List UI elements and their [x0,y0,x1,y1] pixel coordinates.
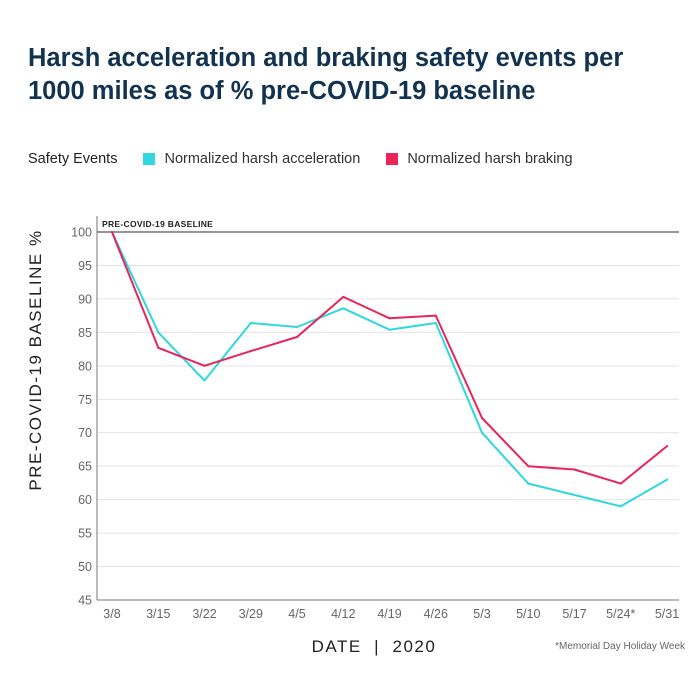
y-tick-45: 45 [78,594,92,608]
legend-item-braking: Normalized harsh braking [386,151,573,167]
x-tick-9: 5/3 [473,607,490,621]
x-axis-title: DATE | 2020 [312,637,437,656]
data-point-braking-11 [573,468,576,471]
data-point-acceleration-9 [481,431,483,434]
data-point-acceleration-13 [666,478,668,481]
y-tick-90: 90 [78,292,92,306]
legend-label-acceleration: Normalized harsh acceleration [164,151,361,167]
series-line-braking [111,231,668,485]
x-tick-10: 5/10 [516,607,540,621]
data-point-acceleration-7 [388,328,391,331]
y-tick-80: 80 [78,359,92,373]
y-tick-50: 50 [78,560,92,574]
x-tick-2: 3/15 [146,607,170,621]
data-point-braking-4 [249,350,252,353]
data-point-braking-2 [157,346,160,349]
data-point-braking-12 [619,482,622,485]
x-tick-12: 5/24* [606,607,635,621]
y-tick-95: 95 [78,259,92,273]
legend-title: Safety Events [28,151,118,167]
y-tick-75: 75 [78,393,92,407]
y-tick-55: 55 [78,527,92,541]
data-point-braking-9 [481,417,483,420]
y-tick-60: 60 [78,493,92,507]
x-tick-7: 4/19 [377,607,401,621]
data-point-braking-5 [296,336,298,339]
y-axis-title: PRE-COVID-19 BASELINE % [26,229,45,490]
x-tick-13: 5/31 [655,607,679,621]
series-line-acceleration [111,231,668,508]
y-tick-70: 70 [78,426,92,440]
x-tick-6: 4/12 [331,607,355,621]
data-point-braking-7 [388,317,391,320]
legend-swatch-acceleration [143,153,156,165]
data-point-braking-6 [342,295,345,298]
legend: Safety Events Normalized harsh accelerat… [28,151,599,167]
plot-frame [96,216,679,601]
data-point-acceleration-10 [527,482,530,485]
data-point-acceleration-12 [619,505,622,508]
legend-item-acceleration: Normalized harsh acceleration [143,151,360,167]
data-point-acceleration-11 [573,493,576,496]
baseline-label: PRE-COVID-19 BASELINE [102,219,213,229]
x-tick-3: 3/22 [192,607,216,621]
data-point-braking-3 [203,364,206,367]
chart-title: Harsh acceleration and braking safety ev… [28,44,624,105]
y-tick-65: 65 [78,460,92,474]
data-point-acceleration-4 [249,321,252,324]
data-point-braking-8 [434,314,437,317]
data-point-acceleration-8 [434,321,437,324]
series-lines [111,231,668,508]
legend-label-braking: Normalized harsh braking [407,151,573,167]
y-tick-100: 100 [71,226,92,240]
data-point-braking-1 [111,231,113,233]
data-point-braking-10 [527,465,530,468]
data-point-acceleration-3 [203,379,206,382]
y-tick-85: 85 [78,326,92,340]
data-point-acceleration-5 [296,326,298,329]
x-tick-labels: 3/8 3/15 3/22 3/29 4/5 4/12 4/19 4/26 5/3 5/10 5/1… [103,607,679,621]
x-tick-5: 4/5 [288,607,305,621]
legend-swatch-braking [386,153,399,165]
gridlines [97,264,679,568]
y-tick-labels: 100 95 90 85 80 75 70 65 60 55 50 45 [71,226,92,608]
x-tick-8: 4/26 [424,607,448,621]
x-tick-1: 3/8 [103,607,120,621]
data-point-braking-13 [666,445,668,448]
x-tick-11: 5/17 [562,607,586,621]
data-point-acceleration-6 [342,307,345,310]
footnote: *Memorial Day Holiday Week [555,641,685,652]
data-point-acceleration-2 [157,331,160,334]
x-tick-4: 3/29 [239,607,263,621]
